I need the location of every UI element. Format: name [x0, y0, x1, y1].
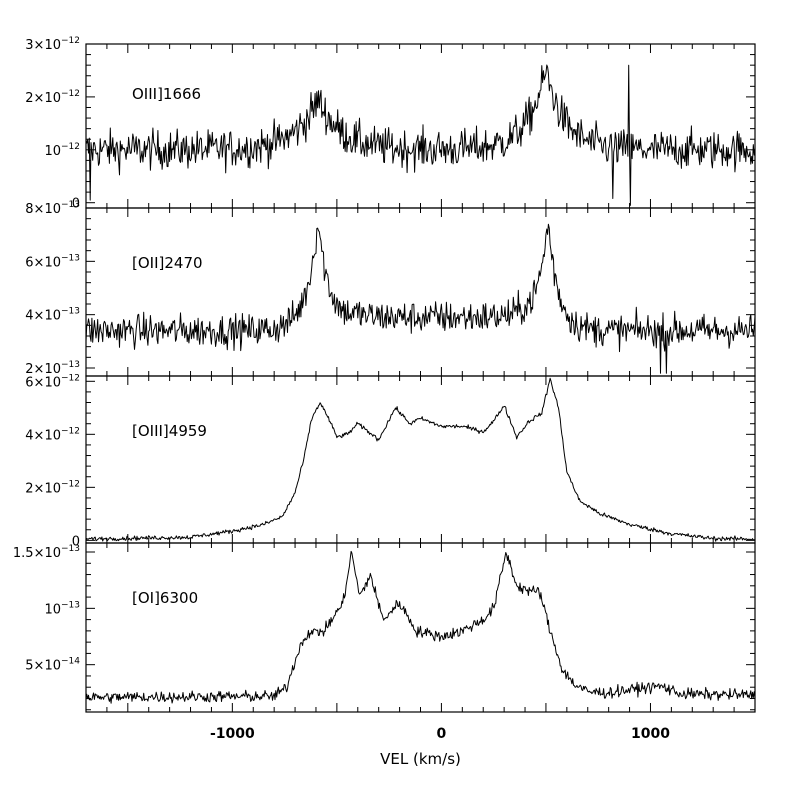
panel-1: 0 10−12 2×10−12 3×10−12 OIII]1666 [25, 36, 756, 212]
y-tick-label: 2×10−13 [25, 360, 80, 377]
x-tick-label: 0 [437, 726, 447, 742]
y-tick-label: 8×10−13 [25, 200, 80, 217]
y-tick-label: 6×10−12 [25, 373, 80, 390]
y-tick-label: 5×10−14 [25, 657, 80, 674]
panel-frame [85, 43, 756, 209]
x-axis-title: VEL (km/s) [380, 750, 461, 768]
panel-line-label: OIII]1666 [132, 85, 201, 103]
x-tick-label: -1000 [210, 726, 255, 742]
panel-3: 0 2×10−12 4×10−12 6×10−12 [OIII]4959 [25, 373, 756, 549]
spectrum-line [85, 64, 756, 206]
panel-line-label: [OI]6300 [132, 589, 198, 607]
panel-4: 5×10−14 10−13 1.5×10−13 [OI]6300 [13, 542, 756, 713]
spectrum-line [85, 223, 756, 374]
spectrum-line [85, 550, 756, 704]
x-tick-label: 1000 [631, 726, 670, 742]
y-tick-label: 4×10−13 [25, 307, 80, 324]
panel-frame [85, 207, 756, 377]
y-tick-label: 2×10−12 [25, 479, 80, 496]
y-tick-label: 0 [72, 197, 80, 212]
y-tick-label: 10−12 [44, 142, 80, 159]
panel-line-label: [OIII]4959 [132, 422, 207, 440]
panel-frame [85, 375, 756, 544]
spectrum-line [85, 377, 756, 542]
y-tick-label: 3×10−12 [25, 36, 80, 53]
y-tick-label: 10−13 [44, 600, 80, 617]
panel-line-label: [OII]2470 [132, 254, 203, 272]
y-tick-label: 2×10−12 [25, 89, 80, 106]
y-tick-label: 4×10−12 [25, 426, 80, 443]
y-tick-label: 6×10−13 [25, 253, 80, 270]
panel-2: 2×10−13 4×10−13 6×10−13 8×10−13 [OII]2470 [25, 200, 756, 377]
y-tick-label: 0 [72, 534, 80, 549]
y-tick-label: 1.5×10−13 [13, 544, 80, 561]
